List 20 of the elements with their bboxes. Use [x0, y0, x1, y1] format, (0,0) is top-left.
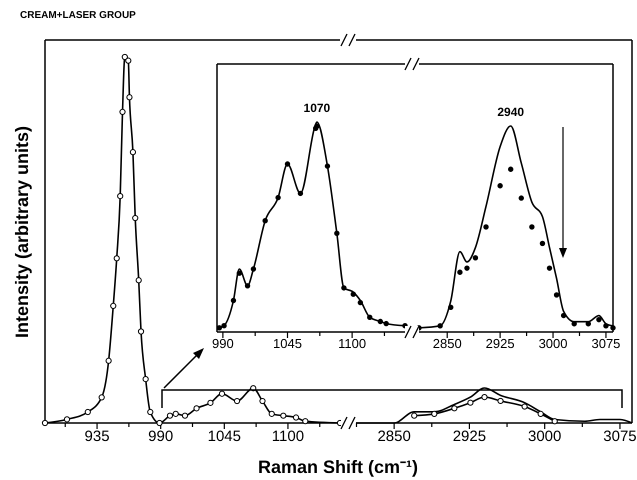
x-tick-label: 3000 — [538, 336, 568, 351]
x-tick-label: 3075 — [603, 428, 637, 445]
annotation: 2940 — [497, 105, 524, 119]
x-tick-label: 3075 — [591, 336, 620, 351]
x-tick-label: 2850 — [377, 428, 411, 445]
x-tick-label: 935 — [84, 428, 110, 445]
x-axis-title: Raman Shift (cm⁻¹) — [258, 457, 418, 477]
annotation: 1070 — [304, 101, 331, 115]
x-tick-label: 1045 — [273, 336, 302, 351]
x-tick-label: 2925 — [486, 336, 515, 351]
x-tick-label: 990 — [212, 336, 234, 351]
x-tick-label: 1045 — [208, 428, 241, 445]
x-tick-label: 3000 — [528, 428, 562, 445]
x-tick-label: 1100 — [272, 428, 304, 445]
x-tick-label: 990 — [148, 428, 174, 445]
x-tick-label: 2925 — [452, 428, 486, 445]
chart-title: CREAM+LASER GROUP — [20, 10, 136, 21]
x-tick-label: 1100 — [338, 336, 366, 351]
y-axis-title: Intensity (arbitrary units) — [12, 126, 32, 338]
x-tick-label: 2850 — [432, 336, 462, 351]
